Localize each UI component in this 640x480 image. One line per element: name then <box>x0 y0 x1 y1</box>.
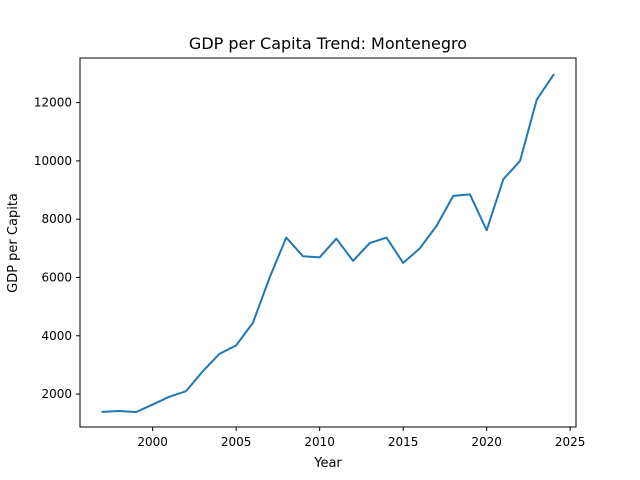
x-tick-label-2005: 2005 <box>221 435 252 449</box>
x-tick-label-2010: 2010 <box>304 435 335 449</box>
y-tick-label-6000: 6000 <box>41 270 72 284</box>
y-axis-label: GDP per Capita <box>6 193 21 293</box>
x-axis-ticks: 2000 2005 2010 2015 2020 2025 <box>137 427 585 449</box>
x-tick-label-2000: 2000 <box>137 435 168 449</box>
y-tick-label-10000: 10000 <box>34 154 72 168</box>
series-line-0 <box>101 73 555 414</box>
y-tick-label-4000: 4000 <box>41 329 72 343</box>
chart-title: GDP per Capita Trend: Montenegro <box>189 34 467 53</box>
y-axis-ticks: 2000 4000 6000 8000 10000 12000 <box>34 96 80 401</box>
y-tick-label-8000: 8000 <box>41 212 72 226</box>
x-axis-label: Year <box>313 456 342 471</box>
x-tick-label-2015: 2015 <box>388 435 419 449</box>
axes-frame <box>79 57 577 428</box>
x-tick-label-2025: 2025 <box>555 435 586 449</box>
plot-area <box>79 57 577 428</box>
y-tick-label-12000: 12000 <box>34 96 72 110</box>
x-tick-label-2020: 2020 <box>471 435 502 449</box>
y-tick-label-2000: 2000 <box>41 387 72 401</box>
